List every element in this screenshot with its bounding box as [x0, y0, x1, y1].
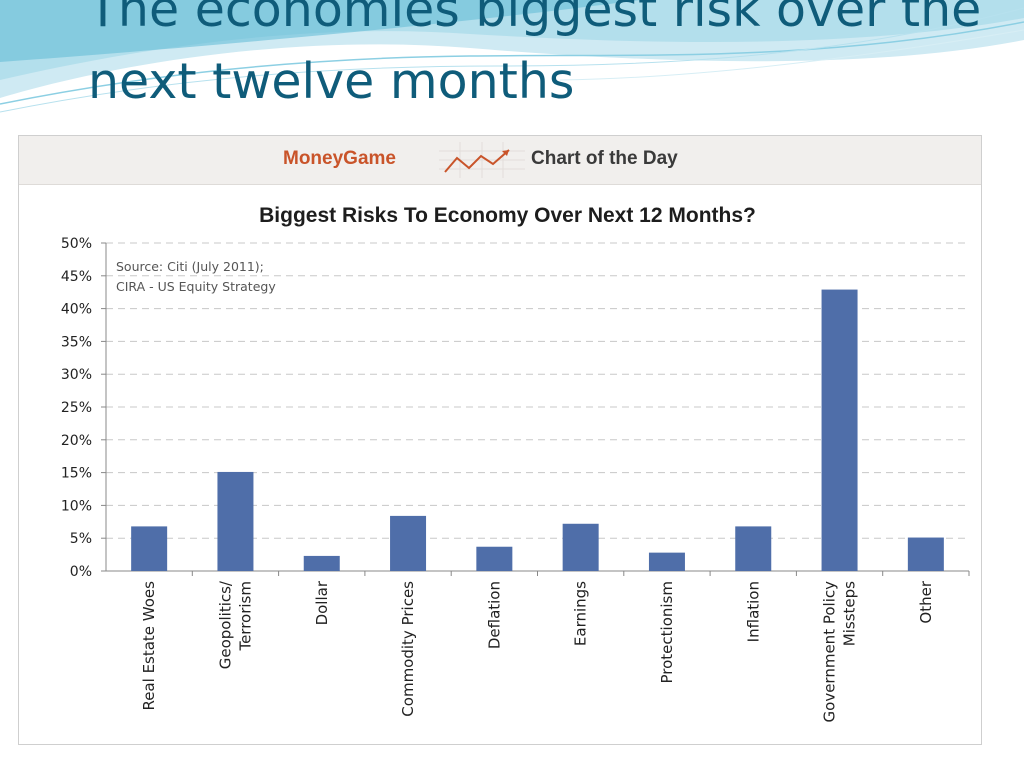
category-label: Geopolitics/ [216, 580, 234, 669]
bar [217, 471, 254, 571]
y-tick-label: 50% [61, 236, 92, 252]
trend-arrow-icon [439, 142, 525, 178]
y-tick-label: 25% [61, 400, 92, 416]
category-label: Real Estate Woes [140, 581, 158, 711]
y-tick-label: 0% [70, 564, 92, 580]
header-swoosh-decoration [0, 0, 1024, 113]
y-tick-label: 40% [61, 302, 92, 318]
slide-title: The economies biggest risk over the next… [88, 0, 982, 110]
category-label: Terrorism [236, 581, 254, 652]
chart-of-the-day-label: Chart of the Day [531, 148, 678, 169]
bar [821, 289, 858, 571]
bar [907, 537, 944, 571]
bar [390, 515, 427, 571]
bar [562, 523, 599, 571]
category-label: Protectionism [658, 581, 676, 683]
category-label: Dollar [313, 580, 331, 625]
y-tick-label: 5% [70, 531, 92, 547]
source-note: Source: Citi (July 2011); [116, 259, 264, 274]
category-label: Commodity Prices [399, 581, 417, 717]
bar [131, 526, 168, 571]
bar [303, 555, 340, 571]
category-label: Earnings [572, 581, 590, 646]
category-label: Inflation [744, 581, 762, 642]
y-tick-label: 10% [61, 498, 92, 514]
y-tick-label: 30% [61, 367, 92, 383]
brand-name: MoneyGame [283, 148, 396, 169]
source-note: CIRA - US Equity Strategy [116, 279, 276, 294]
y-tick-label: 45% [61, 269, 92, 285]
bar [648, 552, 685, 571]
category-label: Other [917, 580, 935, 623]
chart-banner: MoneyGame Chart of the Day [19, 136, 981, 185]
y-tick-label: 35% [61, 334, 92, 350]
y-tick-label: 20% [61, 433, 92, 449]
category-label: Government Policy [821, 581, 839, 723]
y-tick-label: 15% [61, 466, 92, 482]
bar-chart: Biggest Risks To Economy Over Next 12 Mo… [61, 204, 970, 723]
bar [735, 526, 772, 571]
chart-title: Biggest Risks To Economy Over Next 12 Mo… [259, 204, 756, 227]
bar [476, 546, 513, 571]
chart-panel: MoneyGame Chart of the Day Biggest Risks… [18, 135, 982, 745]
category-label: Missteps [841, 581, 859, 646]
category-label: Deflation [485, 581, 503, 649]
